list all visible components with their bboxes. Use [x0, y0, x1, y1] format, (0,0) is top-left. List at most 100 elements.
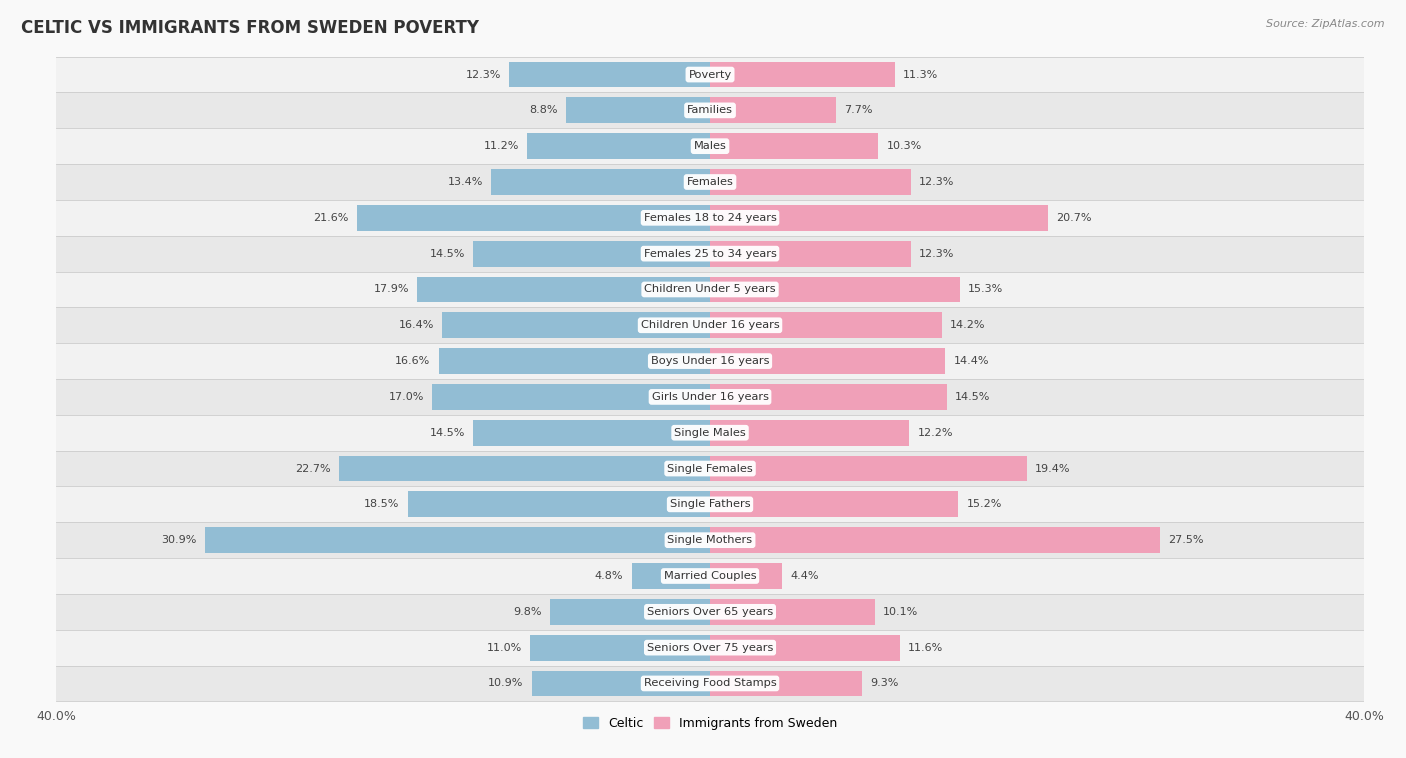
Text: 10.1%: 10.1% — [883, 607, 918, 617]
Text: 14.5%: 14.5% — [955, 392, 991, 402]
Text: Children Under 5 years: Children Under 5 years — [644, 284, 776, 294]
Text: 14.4%: 14.4% — [953, 356, 988, 366]
Bar — [56, 343, 1364, 379]
Text: 22.7%: 22.7% — [295, 464, 330, 474]
Bar — [56, 666, 1364, 701]
Bar — [710, 456, 1028, 481]
Bar — [710, 528, 1160, 553]
Bar — [710, 312, 942, 338]
Bar — [56, 594, 1364, 630]
Bar — [56, 487, 1364, 522]
Bar — [357, 205, 710, 230]
Text: 15.2%: 15.2% — [967, 500, 1002, 509]
Bar — [710, 420, 910, 446]
Text: Receiving Food Stamps: Receiving Food Stamps — [644, 678, 776, 688]
Bar — [550, 599, 710, 625]
Text: Families: Families — [688, 105, 733, 115]
Text: Females: Females — [686, 177, 734, 187]
Bar — [472, 241, 710, 267]
Text: 16.4%: 16.4% — [398, 321, 434, 330]
Bar — [710, 98, 837, 124]
Bar — [56, 379, 1364, 415]
Bar — [710, 671, 862, 697]
Bar — [710, 384, 948, 410]
Bar — [432, 384, 710, 410]
Text: 18.5%: 18.5% — [364, 500, 399, 509]
Text: 17.9%: 17.9% — [374, 284, 409, 294]
Text: 12.3%: 12.3% — [920, 177, 955, 187]
Bar — [56, 522, 1364, 558]
Text: 9.3%: 9.3% — [870, 678, 898, 688]
Text: 14.5%: 14.5% — [429, 249, 465, 258]
Bar — [56, 200, 1364, 236]
Text: 11.0%: 11.0% — [486, 643, 522, 653]
Bar — [710, 277, 960, 302]
Bar — [710, 634, 900, 660]
Bar — [56, 271, 1364, 307]
Bar — [472, 420, 710, 446]
Text: 9.8%: 9.8% — [513, 607, 541, 617]
Bar — [491, 169, 710, 195]
Text: Married Couples: Married Couples — [664, 571, 756, 581]
Text: 11.3%: 11.3% — [903, 70, 938, 80]
Bar — [56, 307, 1364, 343]
Text: Single Mothers: Single Mothers — [668, 535, 752, 545]
Text: 14.2%: 14.2% — [950, 321, 986, 330]
Text: 13.4%: 13.4% — [447, 177, 482, 187]
Bar — [567, 98, 710, 124]
Text: Source: ZipAtlas.com: Source: ZipAtlas.com — [1267, 19, 1385, 29]
Text: 12.3%: 12.3% — [465, 70, 501, 80]
Bar — [710, 241, 911, 267]
Text: Seniors Over 75 years: Seniors Over 75 years — [647, 643, 773, 653]
Text: 17.0%: 17.0% — [388, 392, 425, 402]
Text: 16.6%: 16.6% — [395, 356, 430, 366]
Bar — [56, 415, 1364, 451]
Text: 30.9%: 30.9% — [162, 535, 197, 545]
Bar — [710, 169, 911, 195]
Text: Children Under 16 years: Children Under 16 years — [641, 321, 779, 330]
Bar — [408, 491, 710, 517]
Bar — [710, 61, 894, 87]
Text: CELTIC VS IMMIGRANTS FROM SWEDEN POVERTY: CELTIC VS IMMIGRANTS FROM SWEDEN POVERTY — [21, 19, 479, 37]
Text: 8.8%: 8.8% — [530, 105, 558, 115]
Bar — [56, 558, 1364, 594]
Bar — [56, 57, 1364, 92]
Bar — [527, 133, 710, 159]
Bar — [509, 61, 710, 87]
Text: 4.8%: 4.8% — [595, 571, 623, 581]
Text: 27.5%: 27.5% — [1167, 535, 1204, 545]
Text: Poverty: Poverty — [689, 70, 731, 80]
Bar — [710, 599, 875, 625]
Bar — [710, 205, 1049, 230]
Text: 10.3%: 10.3% — [887, 141, 922, 151]
Text: Single Fathers: Single Fathers — [669, 500, 751, 509]
Bar — [56, 236, 1364, 271]
Text: Females 18 to 24 years: Females 18 to 24 years — [644, 213, 776, 223]
Text: 15.3%: 15.3% — [969, 284, 1004, 294]
Text: Single Females: Single Females — [668, 464, 752, 474]
Text: Males: Males — [693, 141, 727, 151]
Bar — [56, 451, 1364, 487]
Bar — [710, 133, 879, 159]
Bar — [441, 312, 710, 338]
Bar — [56, 128, 1364, 164]
Bar — [710, 348, 945, 374]
Text: 14.5%: 14.5% — [429, 428, 465, 437]
Text: 11.2%: 11.2% — [484, 141, 519, 151]
Text: 19.4%: 19.4% — [1035, 464, 1071, 474]
Text: 4.4%: 4.4% — [790, 571, 818, 581]
Bar — [439, 348, 710, 374]
Bar — [339, 456, 710, 481]
Bar — [418, 277, 710, 302]
Text: Boys Under 16 years: Boys Under 16 years — [651, 356, 769, 366]
Bar — [56, 164, 1364, 200]
Text: Females 25 to 34 years: Females 25 to 34 years — [644, 249, 776, 258]
Text: 11.6%: 11.6% — [908, 643, 943, 653]
Text: Seniors Over 65 years: Seniors Over 65 years — [647, 607, 773, 617]
Bar — [710, 563, 782, 589]
Bar — [631, 563, 710, 589]
Bar — [531, 671, 710, 697]
Bar — [530, 634, 710, 660]
Text: 12.2%: 12.2% — [918, 428, 953, 437]
Bar — [56, 630, 1364, 666]
